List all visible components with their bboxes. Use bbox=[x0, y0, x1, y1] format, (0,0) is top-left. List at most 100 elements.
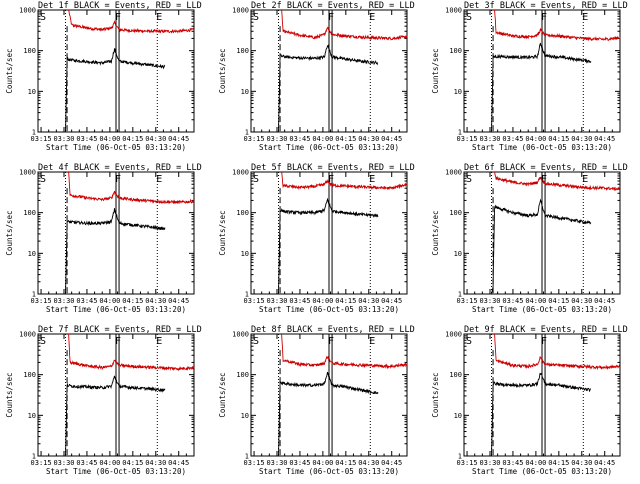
x-tick-label: 04:45 bbox=[381, 297, 402, 305]
x-tick-label: 03:30 bbox=[53, 297, 74, 305]
marker-label-f: F bbox=[541, 12, 547, 23]
x-tick-label: 03:15 bbox=[457, 459, 478, 467]
x-axis-label: Start Time (06-Oct-05 03:13:20) bbox=[472, 467, 612, 476]
panel-4: Det 4f BLACK = Events, RED = LLD 1 10 100 10… bbox=[5, 163, 202, 314]
y-tick-label: 100 bbox=[449, 371, 462, 379]
y-tick-label: 10 bbox=[454, 412, 462, 420]
x-tick-label: 04:15 bbox=[548, 459, 569, 467]
y-tick-label: 1 bbox=[32, 453, 36, 461]
series-lld-line bbox=[281, 171, 408, 191]
y-axis-label: Counts/sec bbox=[218, 48, 227, 93]
x-tick-label: 04:15 bbox=[335, 135, 356, 143]
y-tick-label: 1000 bbox=[445, 7, 462, 15]
y-tick-label: 1000 bbox=[232, 7, 249, 15]
y-tick-label: 1000 bbox=[19, 7, 36, 15]
x-tick-label: 04:30 bbox=[358, 297, 379, 305]
x-tick-label: 04:00 bbox=[312, 459, 333, 467]
x-tick-label: 04:00 bbox=[99, 135, 120, 143]
series-lld-line bbox=[281, 9, 408, 41]
y-tick-label: 100 bbox=[23, 47, 36, 55]
series-lld-line bbox=[494, 171, 621, 191]
x-tick-label: 04:00 bbox=[525, 135, 546, 143]
x-tick-label: 04:30 bbox=[145, 459, 166, 467]
x-tick-label: 04:30 bbox=[145, 297, 166, 305]
marker-label-f: F bbox=[115, 336, 121, 347]
y-tick-label: 1000 bbox=[445, 331, 462, 339]
x-tick-label: 04:15 bbox=[122, 297, 143, 305]
panel-3: Det 3f BLACK = Events, RED = LLD 1 10 100 10… bbox=[431, 1, 628, 152]
panel-title: Det 7f BLACK = Events, RED = LLD bbox=[38, 325, 202, 335]
marker-label-s: S bbox=[466, 12, 472, 23]
marker-label-e: E bbox=[369, 336, 375, 347]
x-tick-label: 04:45 bbox=[594, 297, 615, 305]
x-axis-label: Start Time (06-Oct-05 03:13:20) bbox=[46, 143, 186, 152]
marker-label-f: F bbox=[328, 336, 334, 347]
y-tick-label: 1 bbox=[458, 129, 462, 137]
x-tick-label: 03:15 bbox=[31, 459, 52, 467]
y-tick-label: 10 bbox=[454, 88, 462, 96]
series-events-line bbox=[65, 208, 166, 295]
marker-label-s: S bbox=[40, 336, 46, 347]
x-tick-label: 04:45 bbox=[168, 135, 189, 143]
marker-label-e: E bbox=[369, 12, 375, 23]
panel-7: Det 7f BLACK = Events, RED = LLD 1 10 100 10… bbox=[5, 325, 202, 476]
x-axis-label: Start Time (06-Oct-05 03:13:20) bbox=[259, 467, 399, 476]
panel-title: Det 9f BLACK = Events, RED = LLD bbox=[464, 325, 628, 335]
x-tick-label: 04:45 bbox=[381, 135, 402, 143]
x-tick-label: 03:15 bbox=[31, 297, 52, 305]
y-tick-label: 1 bbox=[32, 291, 36, 299]
series-events-line bbox=[278, 197, 379, 295]
x-axis-label: Start Time (06-Oct-05 03:13:20) bbox=[472, 143, 612, 152]
x-tick-label: 04:45 bbox=[594, 135, 615, 143]
x-tick-label: 03:30 bbox=[479, 459, 500, 467]
x-tick-label: 03:45 bbox=[289, 135, 310, 143]
x-axis-label: Start Time (06-Oct-05 03:13:20) bbox=[472, 305, 612, 314]
x-tick-label: 03:15 bbox=[244, 297, 265, 305]
y-tick-label: 10 bbox=[28, 412, 36, 420]
x-tick-label: 04:15 bbox=[548, 297, 569, 305]
marker-label-e: E bbox=[582, 174, 588, 185]
y-tick-label: 1 bbox=[458, 453, 462, 461]
marker-label-f: F bbox=[328, 12, 334, 23]
series-events-line bbox=[278, 371, 379, 457]
x-axis-label: Start Time (06-Oct-05 03:13:20) bbox=[259, 305, 399, 314]
y-tick-label: 1 bbox=[245, 291, 249, 299]
marker-label-e: E bbox=[582, 336, 588, 347]
panel-9: Det 9f BLACK = Events, RED = LLD 1 10 100 10… bbox=[431, 325, 628, 476]
marker-label-s: S bbox=[466, 174, 472, 185]
panel-title: Det 2f BLACK = Events, RED = LLD bbox=[251, 1, 415, 11]
panel-6: Det 6f BLACK = Events, RED = LLD 1 10 100 10… bbox=[431, 163, 628, 314]
y-axis-label: Counts/sec bbox=[5, 210, 14, 255]
marker-label-s: S bbox=[40, 12, 46, 23]
y-tick-label: 100 bbox=[23, 209, 36, 217]
marker-label-e: E bbox=[156, 12, 162, 23]
x-tick-label: 04:45 bbox=[594, 459, 615, 467]
x-tick-label: 03:45 bbox=[76, 459, 97, 467]
panel-1: Det 1f BLACK = Events, RED = LLD 1 10 100 10… bbox=[5, 1, 202, 152]
y-tick-label: 1000 bbox=[19, 331, 36, 339]
marker-label-e: E bbox=[156, 336, 162, 347]
x-tick-label: 03:45 bbox=[502, 459, 523, 467]
y-tick-label: 1 bbox=[245, 453, 249, 461]
y-tick-label: 10 bbox=[241, 250, 249, 258]
x-tick-label: 04:00 bbox=[99, 459, 120, 467]
series-lld-line bbox=[494, 9, 621, 42]
x-axis-label: Start Time (06-Oct-05 03:13:20) bbox=[46, 305, 186, 314]
x-tick-label: 04:30 bbox=[358, 135, 379, 143]
x-tick-label: 04:00 bbox=[99, 297, 120, 305]
panel-title: Det 5f BLACK = Events, RED = LLD bbox=[251, 163, 415, 173]
y-axis-label: Counts/sec bbox=[218, 210, 227, 255]
x-tick-label: 04:00 bbox=[525, 459, 546, 467]
y-axis-label: Counts/sec bbox=[5, 48, 14, 93]
y-tick-label: 1000 bbox=[19, 169, 36, 177]
marker-label-s: S bbox=[253, 174, 259, 185]
y-tick-label: 1 bbox=[32, 129, 36, 137]
x-tick-label: 04:30 bbox=[571, 135, 592, 143]
x-tick-label: 03:15 bbox=[457, 135, 478, 143]
panel-8: Det 8f BLACK = Events, RED = LLD 1 10 100 10… bbox=[218, 325, 415, 476]
panel-title: Det 6f BLACK = Events, RED = LLD bbox=[464, 163, 628, 173]
x-axis-label: Start Time (06-Oct-05 03:13:20) bbox=[259, 143, 399, 152]
x-tick-label: 03:45 bbox=[502, 297, 523, 305]
x-tick-label: 03:15 bbox=[244, 459, 265, 467]
